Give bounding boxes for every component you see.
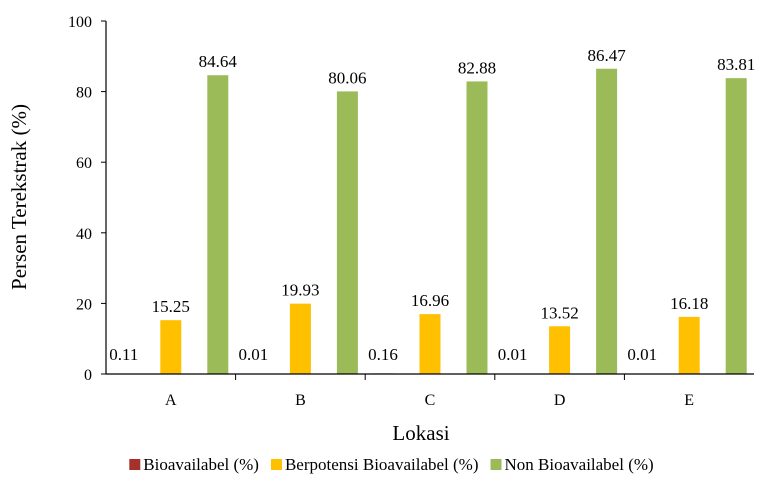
bar bbox=[466, 81, 488, 375]
legend-item: Non Bioavailabel (%) bbox=[490, 455, 654, 474]
bars bbox=[113, 68, 747, 375]
data-label: 0.01 bbox=[239, 345, 269, 364]
y-tick-label: 100 bbox=[68, 14, 92, 31]
bar bbox=[549, 326, 571, 374]
bar bbox=[289, 303, 311, 374]
y-tick-label: 60 bbox=[76, 155, 92, 172]
y-tick-label: 80 bbox=[76, 85, 92, 102]
legend-swatch bbox=[270, 459, 282, 470]
legend: Bioavailabel (%) Berpotensi Bioavailabel … bbox=[129, 455, 654, 474]
x-axis: A B C D E bbox=[106, 373, 754, 409]
data-label: 0.01 bbox=[627, 345, 657, 364]
x-tick-label: E bbox=[684, 392, 694, 409]
y-tick-label: 0 bbox=[84, 367, 92, 384]
data-label: 0.16 bbox=[368, 345, 398, 364]
data-label: 16.96 bbox=[411, 291, 449, 310]
bar bbox=[160, 320, 182, 374]
data-label: 0.01 bbox=[498, 345, 528, 364]
legend-swatch bbox=[129, 459, 141, 470]
data-label: 13.52 bbox=[540, 303, 578, 322]
bar bbox=[207, 75, 229, 375]
legend-label: Non Bioavailabel (%) bbox=[505, 455, 654, 474]
y-axis: 0 20 40 60 80 100 bbox=[68, 14, 107, 384]
legend-label: Berpotensi Bioavailabel (%) bbox=[285, 455, 479, 474]
data-label: 86.47 bbox=[587, 46, 626, 65]
data-label: 16.18 bbox=[670, 294, 708, 313]
bar bbox=[419, 314, 441, 374]
bar bbox=[596, 68, 618, 375]
data-label: 15.25 bbox=[152, 297, 190, 316]
legend-item: Berpotensi Bioavailabel (%) bbox=[270, 455, 479, 474]
data-label: 0.11 bbox=[109, 345, 138, 364]
y-axis-title: Persen Terekstrak (%) bbox=[7, 104, 31, 290]
data-label: 80.06 bbox=[328, 68, 366, 87]
x-tick-label: B bbox=[295, 392, 306, 409]
data-label: 19.93 bbox=[281, 281, 319, 300]
bar bbox=[725, 78, 747, 375]
data-label: 84.64 bbox=[199, 52, 238, 71]
y-tick-label: 20 bbox=[76, 296, 92, 313]
bar bbox=[336, 91, 358, 375]
data-labels: 0.11 15.25 84.64 0.01 19.93 80.06 0.16 16.96 82.… bbox=[109, 46, 755, 364]
x-tick-label: D bbox=[554, 392, 566, 409]
x-tick-label: A bbox=[165, 392, 177, 409]
bar bbox=[678, 316, 700, 374]
legend-swatch bbox=[490, 459, 502, 470]
x-axis-title: Lokasi bbox=[392, 421, 449, 445]
legend-item: Bioavailabel (%) bbox=[129, 455, 259, 474]
y-tick-label: 40 bbox=[76, 226, 92, 243]
data-label: 83.81 bbox=[717, 55, 755, 74]
data-label: 82.88 bbox=[458, 58, 496, 77]
x-tick-label: C bbox=[425, 392, 436, 409]
legend-label: Bioavailabel (%) bbox=[143, 455, 259, 474]
